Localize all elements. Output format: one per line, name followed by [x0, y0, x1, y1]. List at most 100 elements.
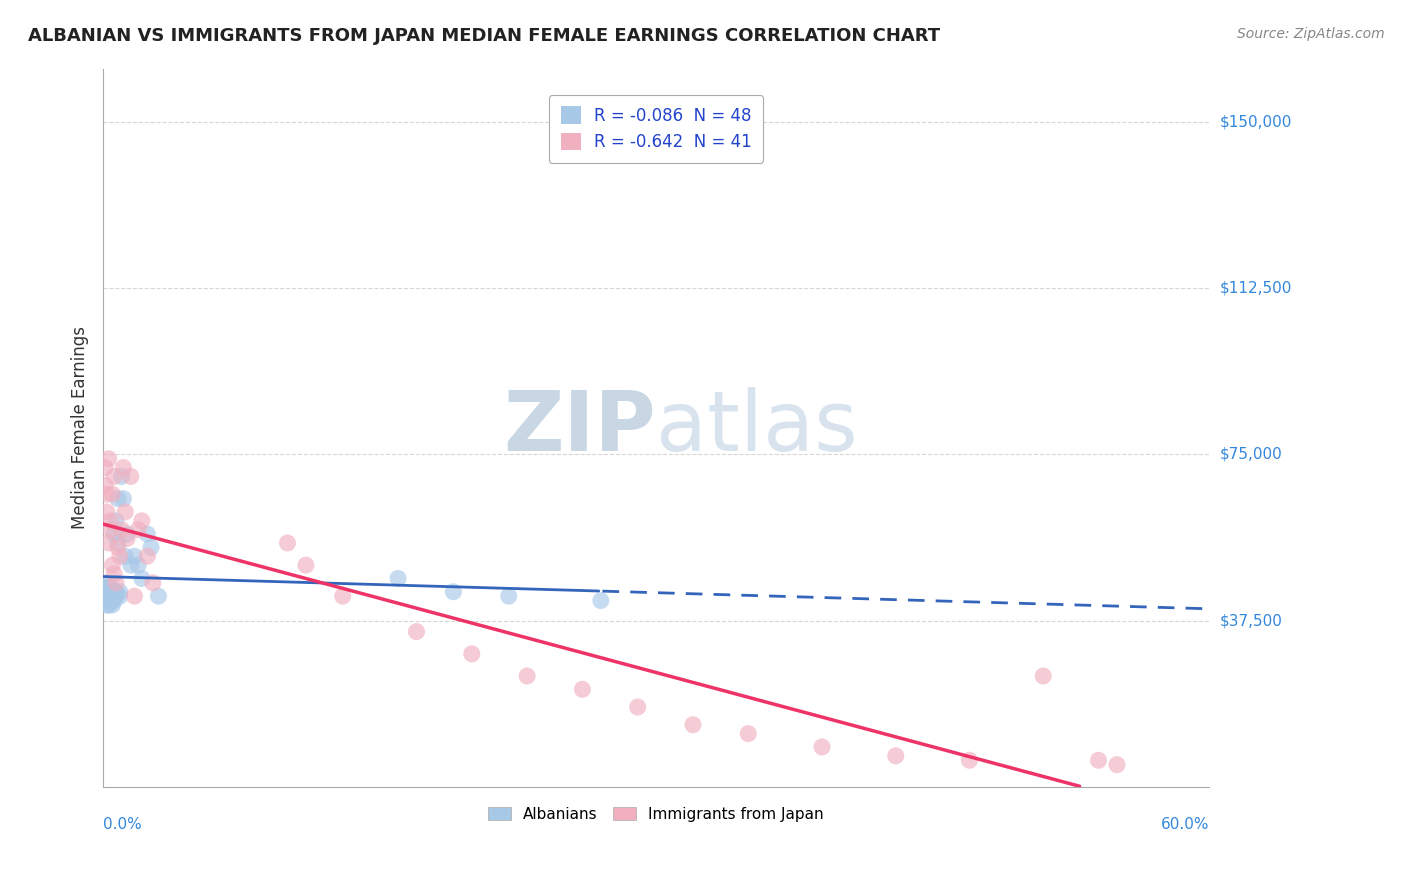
Point	[105, 575, 128, 590]
Point	[387, 571, 409, 585]
Text: $75,000: $75,000	[1220, 447, 1282, 462]
Text: $150,000: $150,000	[1220, 114, 1292, 129]
Point	[103, 584, 125, 599]
Point	[105, 589, 128, 603]
Point	[97, 593, 120, 607]
Point	[103, 527, 125, 541]
Point	[959, 753, 981, 767]
Point	[96, 593, 118, 607]
Point	[139, 541, 162, 555]
Point	[94, 580, 117, 594]
Point	[110, 469, 132, 483]
Point	[103, 567, 125, 582]
Point	[101, 598, 124, 612]
Point	[96, 598, 118, 612]
Point	[100, 523, 122, 537]
Point	[94, 593, 117, 607]
Point	[107, 491, 129, 506]
Point	[107, 541, 129, 555]
Point	[737, 726, 759, 740]
Point	[114, 505, 136, 519]
Point	[127, 523, 149, 537]
Point	[112, 460, 135, 475]
Point	[682, 718, 704, 732]
Point	[94, 584, 117, 599]
Point	[136, 527, 159, 541]
Point	[97, 598, 120, 612]
Point	[100, 580, 122, 594]
Point	[1032, 669, 1054, 683]
Point	[94, 478, 117, 492]
Point	[101, 593, 124, 607]
Point	[105, 584, 128, 599]
Point	[112, 491, 135, 506]
Point	[589, 593, 612, 607]
Point	[96, 487, 118, 501]
Point	[105, 514, 128, 528]
Point	[114, 549, 136, 564]
Point	[100, 584, 122, 599]
Point	[100, 589, 122, 603]
Point	[107, 536, 129, 550]
Point	[103, 593, 125, 607]
Point	[276, 536, 298, 550]
Point	[131, 514, 153, 528]
Point	[103, 589, 125, 603]
Point	[498, 589, 520, 603]
Point	[811, 739, 834, 754]
Point	[96, 584, 118, 599]
Point	[1105, 757, 1128, 772]
Point	[101, 589, 124, 603]
Text: 60.0%: 60.0%	[1160, 817, 1209, 832]
Point	[101, 558, 124, 573]
Point	[1087, 753, 1109, 767]
Text: $37,500: $37,500	[1220, 613, 1284, 628]
Text: Source: ZipAtlas.com: Source: ZipAtlas.com	[1237, 27, 1385, 41]
Point	[101, 487, 124, 501]
Point	[148, 589, 170, 603]
Text: atlas: atlas	[657, 387, 858, 468]
Point	[103, 469, 125, 483]
Point	[516, 669, 538, 683]
Point	[96, 589, 118, 603]
Point	[884, 748, 907, 763]
Point	[97, 536, 120, 550]
Point	[124, 549, 146, 564]
Point	[127, 558, 149, 573]
Point	[441, 584, 464, 599]
Point	[97, 451, 120, 466]
Point	[96, 575, 118, 590]
Point	[627, 700, 650, 714]
Point	[120, 469, 142, 483]
Point	[100, 593, 122, 607]
Point	[97, 584, 120, 599]
Point	[100, 514, 122, 528]
Point	[120, 558, 142, 573]
Point	[108, 589, 131, 603]
Point	[96, 505, 118, 519]
Text: ZIP: ZIP	[503, 387, 657, 468]
Point	[97, 580, 120, 594]
Point	[94, 589, 117, 603]
Point	[131, 571, 153, 585]
Point	[461, 647, 484, 661]
Point	[295, 558, 318, 573]
Point	[108, 584, 131, 599]
Text: ALBANIAN VS IMMIGRANTS FROM JAPAN MEDIAN FEMALE EARNINGS CORRELATION CHART: ALBANIAN VS IMMIGRANTS FROM JAPAN MEDIAN…	[28, 27, 941, 45]
Point	[108, 549, 131, 564]
Point	[136, 549, 159, 564]
Y-axis label: Median Female Earnings: Median Female Earnings	[72, 326, 89, 529]
Point	[142, 575, 165, 590]
Text: 0.0%: 0.0%	[103, 817, 142, 832]
Point	[571, 682, 593, 697]
Point	[115, 527, 138, 541]
Point	[101, 584, 124, 599]
Text: $112,500: $112,500	[1220, 280, 1292, 295]
Point	[115, 532, 138, 546]
Point	[332, 589, 354, 603]
Point	[94, 460, 117, 475]
Point	[405, 624, 427, 639]
Point	[124, 589, 146, 603]
Legend: Albanians, Immigrants from Japan: Albanians, Immigrants from Japan	[481, 799, 832, 830]
Point	[110, 523, 132, 537]
